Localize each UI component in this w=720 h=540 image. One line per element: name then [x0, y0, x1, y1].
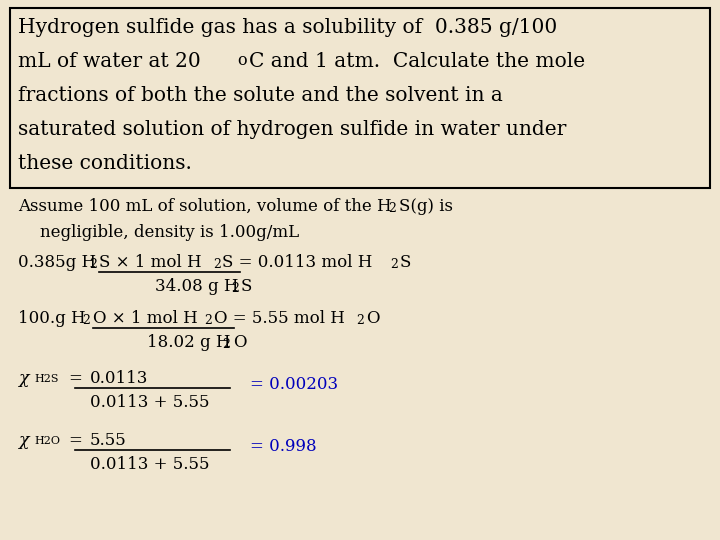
Text: 2: 2: [356, 314, 364, 327]
Text: 2: 2: [222, 338, 230, 351]
Text: 2: 2: [231, 282, 239, 295]
Text: 0.0113 + 5.55: 0.0113 + 5.55: [90, 394, 210, 411]
Text: S: S: [241, 278, 253, 295]
Text: χ: χ: [18, 432, 29, 449]
Text: 2: 2: [213, 258, 221, 271]
Text: 100.g H: 100.g H: [18, 310, 86, 327]
Text: S: S: [400, 254, 411, 271]
Text: O: O: [366, 310, 379, 327]
Text: 2: 2: [388, 202, 396, 215]
Text: χ: χ: [18, 370, 29, 387]
Text: mL of water at 20: mL of water at 20: [18, 52, 201, 71]
Text: C and 1 atm.  Calculate the mole: C and 1 atm. Calculate the mole: [249, 52, 585, 71]
Text: =: =: [68, 370, 82, 387]
Text: 0.0113: 0.0113: [90, 370, 148, 387]
Text: O = 5.55 mol H: O = 5.55 mol H: [214, 310, 345, 327]
Text: O: O: [233, 334, 246, 351]
Text: S(g) is: S(g) is: [399, 198, 453, 215]
Text: 2: 2: [204, 314, 212, 327]
Text: 34.08 g H: 34.08 g H: [155, 278, 238, 295]
Text: =: =: [68, 432, 82, 449]
Text: 2: 2: [390, 258, 398, 271]
Text: H2O: H2O: [34, 436, 60, 446]
Text: 2: 2: [89, 258, 97, 271]
Text: = 0.998: = 0.998: [250, 438, 317, 455]
Text: these conditions.: these conditions.: [18, 154, 192, 173]
Text: Hydrogen sulfide gas has a solubility of  0.385 g/100: Hydrogen sulfide gas has a solubility of…: [18, 18, 557, 37]
Text: 2: 2: [82, 314, 90, 327]
Text: S = 0.0113 mol H: S = 0.0113 mol H: [222, 254, 372, 271]
Text: S × 1 mol H: S × 1 mol H: [99, 254, 202, 271]
Text: Assume 100 mL of solution, volume of the H: Assume 100 mL of solution, volume of the…: [18, 198, 392, 215]
Text: = 0.00203: = 0.00203: [250, 376, 338, 393]
Text: O × 1 mol H: O × 1 mol H: [93, 310, 198, 327]
Text: 5.55: 5.55: [90, 432, 127, 449]
Text: 0.0113 + 5.55: 0.0113 + 5.55: [90, 456, 210, 473]
Text: 18.02 g H: 18.02 g H: [147, 334, 230, 351]
Text: o: o: [237, 52, 247, 69]
Text: negligible, density is 1.00g/mL: negligible, density is 1.00g/mL: [40, 224, 299, 241]
Text: fractions of both the solute and the solvent in a: fractions of both the solute and the sol…: [18, 86, 503, 105]
Text: 0.385g H: 0.385g H: [18, 254, 96, 271]
Bar: [10, 8, 710, 188]
Text: saturated solution of hydrogen sulfide in water under: saturated solution of hydrogen sulfide i…: [18, 120, 567, 139]
Text: H2S: H2S: [34, 374, 58, 384]
